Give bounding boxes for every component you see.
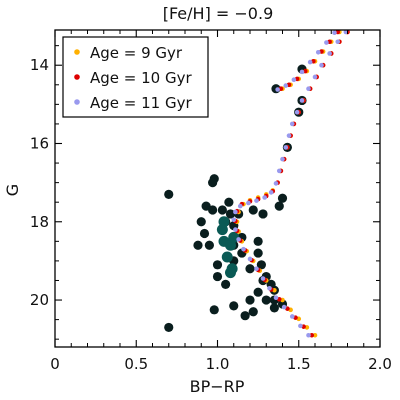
observed-star-point-s3-42 bbox=[229, 301, 239, 311]
x-tick-label: 0.5 bbox=[124, 355, 148, 373]
isochrone-point-s2-11 bbox=[233, 227, 238, 232]
isochrone-point-s1-0 bbox=[309, 332, 315, 338]
legend-box bbox=[62, 36, 209, 118]
isochrone-point-s2-26 bbox=[299, 98, 305, 103]
observed-star-point-s3-15 bbox=[277, 193, 288, 203]
x-tick-label: 0 bbox=[50, 355, 60, 373]
isochrone-point-s2-4 bbox=[273, 295, 279, 300]
observed-star-point-s3-28 bbox=[212, 260, 223, 270]
observed-star-point-s3-44 bbox=[240, 311, 250, 321]
observed-star-point-s3-16 bbox=[274, 201, 284, 211]
observed-star-point-s3-36 bbox=[253, 287, 263, 297]
isochrone-point-s2-10 bbox=[236, 237, 241, 242]
x-axis-label: BP−RP bbox=[190, 377, 245, 396]
observed-star-point-s3-40 bbox=[245, 295, 255, 305]
isochrone-point-s2-18 bbox=[268, 190, 274, 195]
legend-label-2: Age = 11 Gyr bbox=[90, 94, 192, 112]
isochrone-point-s2-7 bbox=[254, 266, 259, 272]
isochrone-point-s2-9 bbox=[241, 246, 246, 252]
isochrone-point-s2-20 bbox=[276, 168, 282, 174]
isochrone-point-s2-1 bbox=[298, 323, 303, 329]
observed-star-point-s3-22 bbox=[193, 240, 203, 250]
isochrone-point-s2-37 bbox=[307, 59, 313, 65]
x-tick-label: 2.0 bbox=[368, 355, 392, 373]
isochrone-point-s2-22 bbox=[283, 145, 289, 150]
isochrone-point-s2-30 bbox=[327, 51, 332, 56]
legend-marker-0 bbox=[74, 49, 80, 55]
observed-star-point-s4-4 bbox=[221, 251, 233, 263]
observed-star-point-s3-38 bbox=[261, 295, 271, 305]
chart-title: [Fe/H] = −0.9 bbox=[163, 4, 274, 23]
isochrone-point-s2-13 bbox=[233, 209, 238, 215]
observed-star-point-s3-46 bbox=[164, 322, 174, 333]
observed-star-point-s3-21 bbox=[258, 209, 268, 219]
observed-star-point-s3-7 bbox=[208, 178, 218, 188]
isochrone-point-s0-0 bbox=[312, 332, 318, 338]
isochrone-point-s2-25 bbox=[294, 109, 300, 115]
isochrone-point-s2-34 bbox=[283, 83, 289, 88]
isochrone-point-s2-3 bbox=[281, 304, 287, 310]
x-tick-label: 1.0 bbox=[206, 355, 230, 373]
observed-star-point-s3-5 bbox=[164, 189, 174, 199]
observed-star-point-s3-12 bbox=[225, 209, 236, 219]
data-layer bbox=[164, 29, 350, 338]
observed-star-point-s3-43 bbox=[209, 305, 219, 315]
isochrone-point-s2-6 bbox=[260, 276, 266, 281]
isochrone-point-s2-27 bbox=[306, 86, 311, 91]
axis-layer: 0 0.5 1.0 1.5 2.0 14 16 18 20 bbox=[30, 30, 392, 373]
isochrone-point-s2-17 bbox=[262, 195, 267, 200]
y-axis-label: G bbox=[3, 184, 22, 196]
y-tick-label: 20 bbox=[30, 291, 49, 309]
isochrone-point-s2-39 bbox=[324, 40, 329, 45]
observed-star-point-s3-23 bbox=[204, 240, 214, 250]
isochrone-point-s2-16 bbox=[254, 198, 259, 203]
isochrone-point-s2-28 bbox=[312, 74, 318, 80]
isochrone-point-s2-21 bbox=[280, 156, 285, 162]
observed-star-point-s3-10 bbox=[217, 205, 227, 215]
legend-label-0: Age = 9 Gyr bbox=[90, 44, 183, 62]
observed-star-point-s3-34 bbox=[221, 279, 231, 289]
observed-star-point-s3-11 bbox=[224, 197, 234, 207]
observed-star-point-s3-25 bbox=[253, 236, 263, 246]
isochrone-point-s2-15 bbox=[246, 200, 251, 206]
isochrone-point-s2-36 bbox=[299, 69, 305, 75]
isochrone-point-s2-31 bbox=[335, 39, 341, 45]
isochrone-point-s2-23 bbox=[286, 133, 292, 138]
y-tick-label: 18 bbox=[30, 213, 49, 231]
legend-marker-2 bbox=[74, 99, 80, 105]
x-tick-label: 1.5 bbox=[287, 355, 311, 373]
observed-star-point-s3-14 bbox=[248, 205, 258, 215]
isochrone-point-s2-0 bbox=[306, 332, 311, 338]
y-tick-label: 14 bbox=[30, 56, 49, 74]
isochrone-point-s2-12 bbox=[231, 217, 237, 223]
isochrone-point-s2-8 bbox=[247, 256, 253, 262]
isochrone-point-s2-38 bbox=[315, 50, 321, 55]
isochrone-point-s2-40 bbox=[332, 30, 337, 36]
legend-marker-1 bbox=[74, 74, 80, 80]
isochrone-point-s2-2 bbox=[289, 314, 295, 319]
observed-star-point-s3-18 bbox=[199, 228, 210, 239]
observed-star-point-s3-29 bbox=[245, 264, 255, 274]
observed-star-point-s3-32 bbox=[212, 271, 223, 282]
observed-star-point-s3-17 bbox=[196, 217, 206, 227]
isochrone-point-s2-29 bbox=[319, 62, 324, 68]
isochrone-point-s2-33 bbox=[275, 87, 280, 92]
isochrone-point-s2-24 bbox=[289, 121, 295, 127]
isochrone-point-s2-5 bbox=[267, 286, 272, 291]
observed-star-point-s3-47 bbox=[269, 303, 279, 313]
isochrone-point-s2-35 bbox=[291, 77, 297, 82]
legend-label-1: Age = 10 Gyr bbox=[90, 69, 192, 87]
isochrone-point-s2-14 bbox=[237, 203, 243, 209]
observed-star-point-s4-1 bbox=[216, 224, 228, 236]
y-tick-label: 16 bbox=[30, 134, 49, 152]
legend: Age = 9 Gyr Age = 10 Gyr Age = 11 Gyr bbox=[62, 36, 209, 118]
isochrone-point-s2-19 bbox=[273, 181, 279, 186]
observed-star-point-s3-45 bbox=[248, 307, 258, 317]
observed-star-point-s3-27 bbox=[253, 248, 263, 258]
observed-star-point-s4-6 bbox=[225, 267, 236, 279]
observed-star-point-s3-30 bbox=[256, 260, 266, 270]
observed-star-point-s3-9 bbox=[208, 205, 218, 215]
